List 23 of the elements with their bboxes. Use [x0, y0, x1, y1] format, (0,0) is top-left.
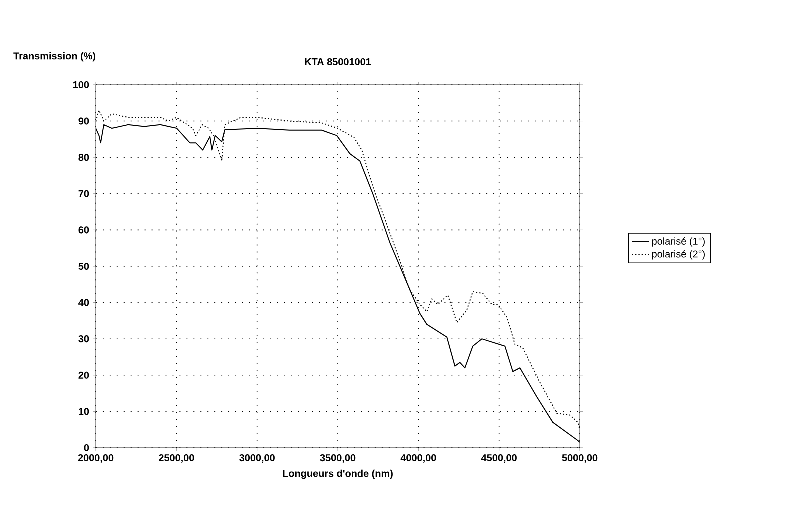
y-tick-label: 50 — [78, 262, 90, 270]
y-tick-label: 30 — [78, 336, 90, 343]
y-tick-label: 10 — [79, 408, 90, 416]
y-tick-label: 90 — [78, 118, 90, 125]
chart-title: KTA 85001001 — [305, 58, 372, 66]
y-tick-label: 60 — [78, 226, 90, 234]
y-axis-title: Transmission (%) — [14, 52, 96, 62]
x-tick-label: 2000,00 — [78, 454, 114, 464]
y-tick-label: 0 — [84, 444, 90, 452]
x-tick-label: 4000,00 — [400, 454, 436, 464]
legend-label: polarisé (1°) — [652, 238, 705, 247]
y-tick-label: 20 — [78, 372, 90, 379]
legend-label: polarisé (2°) — [652, 250, 705, 260]
x-tick-label: 3500,00 — [320, 454, 356, 464]
x-tick-label: 2500,00 — [159, 454, 194, 464]
y-tick-label: 100 — [73, 81, 90, 89]
x-tick-label: 4500,00 — [481, 454, 517, 464]
y-tick-label: 70 — [78, 190, 90, 198]
x-tick-label: 5000,00 — [562, 454, 598, 464]
y-tick-label: 40 — [78, 299, 90, 306]
y-tick-label: 80 — [78, 154, 90, 162]
x-axis-title: Longueurs d'onde (nm) — [283, 470, 393, 480]
x-tick-label: 3000,00 — [240, 454, 275, 464]
